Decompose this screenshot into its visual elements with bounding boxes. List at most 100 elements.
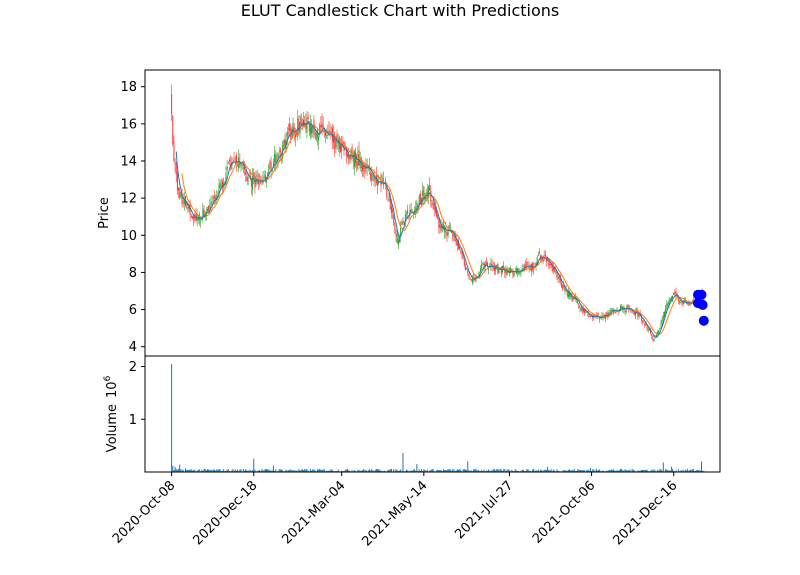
volume-bar <box>282 470 284 472</box>
candle-body <box>673 293 675 295</box>
price-y-tick-label: 8 <box>129 266 137 281</box>
volume-bar <box>467 461 469 472</box>
candle-body <box>402 220 404 224</box>
candle-body <box>400 226 402 238</box>
candle-body <box>668 300 670 305</box>
volume-bar <box>652 470 654 472</box>
candle-body <box>431 203 433 206</box>
candle-body <box>626 306 628 307</box>
candle-body <box>454 235 456 242</box>
candle-body <box>548 259 550 266</box>
volume-bar <box>290 469 292 472</box>
volume-bar <box>578 469 580 472</box>
volume-bar <box>215 470 217 472</box>
volume-bar <box>474 469 476 472</box>
volume-bar <box>179 464 181 472</box>
volume-bar <box>689 469 691 472</box>
volume-bar <box>407 470 409 472</box>
volume-bar <box>292 470 294 472</box>
price-panel: 4 6 8 10 12 14 16 18 Price <box>97 69 721 357</box>
candle-body <box>662 314 664 320</box>
candle-body <box>552 266 554 271</box>
volume-bar <box>645 469 647 472</box>
candle-body <box>393 214 395 225</box>
volume-bar <box>405 469 407 472</box>
candle-body <box>365 164 367 168</box>
volume-bar <box>262 470 264 472</box>
candle-body <box>490 262 492 267</box>
candle-body <box>286 132 288 137</box>
candle-body <box>679 301 681 303</box>
volume-bar <box>196 470 198 472</box>
candle-body <box>556 270 558 278</box>
candle-body <box>187 202 189 209</box>
candle-body <box>578 303 580 308</box>
candle-body <box>519 271 521 274</box>
candle-body <box>250 180 252 187</box>
volume-bar <box>294 470 296 472</box>
volume-bar <box>330 469 332 472</box>
volume-bar <box>303 470 305 472</box>
volume-bar <box>562 470 564 472</box>
candle-body <box>172 115 174 144</box>
volume-bar <box>313 469 315 472</box>
candle-body <box>448 225 450 229</box>
candle-body <box>274 154 276 163</box>
candle-body <box>632 313 634 315</box>
volume-bar <box>486 470 488 472</box>
candle-body <box>452 232 454 237</box>
candle-body <box>270 162 272 172</box>
candle-body <box>194 217 196 219</box>
volume-bar <box>529 470 531 472</box>
candle-body <box>620 306 622 311</box>
volume-bar <box>307 470 309 472</box>
candle-body <box>682 302 684 306</box>
volume-bar <box>424 469 426 472</box>
candle-body <box>687 303 689 305</box>
volume-bar <box>421 469 423 472</box>
candle-body <box>228 159 230 162</box>
candle-body <box>203 209 205 217</box>
volume-bar <box>271 470 273 472</box>
volume-bar <box>359 470 361 472</box>
candle-body <box>242 167 244 169</box>
prediction-markers <box>693 289 709 326</box>
volume-bar <box>632 469 634 472</box>
volume-bar <box>698 470 700 472</box>
volume-bar <box>588 470 590 472</box>
volume-bar <box>694 470 696 472</box>
candle-body <box>292 122 294 134</box>
volume-bar <box>489 470 491 472</box>
volume-bar <box>331 470 333 472</box>
volume-axis-label-exponent: 6 <box>103 375 113 381</box>
candle-body <box>401 222 403 225</box>
volume-bar <box>606 470 608 472</box>
candle-body <box>220 185 222 187</box>
volume-bar <box>448 469 450 472</box>
candle-body <box>615 310 617 312</box>
candle-body <box>511 269 513 271</box>
candle-body <box>657 332 659 334</box>
candle-body <box>525 264 527 268</box>
volume-bar <box>254 469 256 472</box>
volume-bar <box>371 469 373 472</box>
candle-body <box>652 336 654 340</box>
candle-body <box>294 133 296 138</box>
volume-bar <box>643 470 645 472</box>
volume-bar <box>532 469 534 472</box>
volume-bar <box>188 469 190 472</box>
volume-bar <box>438 470 440 472</box>
volume-bar <box>556 469 558 472</box>
candle-body <box>370 172 372 179</box>
volume-bar <box>291 470 293 472</box>
candle-body <box>269 161 271 165</box>
volume-bar <box>624 469 626 472</box>
candle-body <box>541 257 543 261</box>
candle-body <box>675 291 677 296</box>
volume-bar <box>198 469 200 472</box>
candle-body <box>530 264 532 272</box>
candle-body <box>529 269 531 270</box>
volume-bar <box>564 470 566 472</box>
volume-bar <box>320 469 322 472</box>
candle-body <box>433 202 435 210</box>
